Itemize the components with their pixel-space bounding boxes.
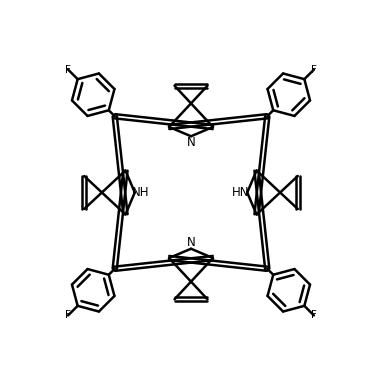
Text: F: F [311,65,317,75]
Text: HN: HN [232,186,250,199]
Text: N: N [187,236,195,249]
Text: F: F [65,310,71,320]
Text: F: F [65,65,71,75]
Text: F: F [311,310,317,320]
Text: NH: NH [132,186,150,199]
Text: N: N [187,136,195,149]
